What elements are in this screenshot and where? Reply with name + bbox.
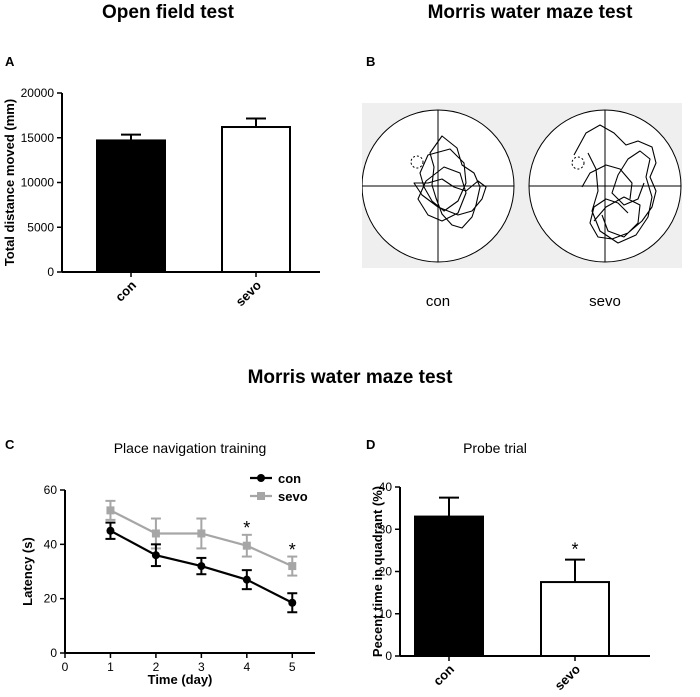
point-con — [106, 526, 115, 535]
x-tick-label: 1 — [107, 660, 114, 674]
y-tick-label: 15000 — [21, 131, 55, 145]
y-tick-label: 10000 — [21, 176, 55, 190]
track-sevo — [528, 109, 682, 263]
x-axis-label: Time (day) — [148, 672, 213, 687]
chart-d-title: Probe trial — [463, 440, 527, 456]
legend-label-sevo: sevo — [278, 489, 308, 504]
panel-label-d: D — [366, 437, 376, 452]
x-tick-label: con — [430, 661, 457, 688]
point-con — [197, 562, 206, 571]
panel-label-a: A — [5, 54, 15, 69]
y-tick-label: 0 — [50, 646, 57, 660]
panel-label-c: C — [5, 437, 15, 452]
x-tick-label: 3 — [198, 660, 205, 674]
y-tick-label: 0 — [47, 265, 54, 279]
x-tick-label: 4 — [243, 660, 250, 674]
open-field-bar-chart: 0 5000 10000 15000 20000 Total distance moved… — [2, 86, 320, 309]
swim-track-panel — [362, 103, 682, 268]
point-con — [288, 598, 297, 607]
place-navigation-line-chart: 0 20 40 60 0 1 2 3 4 5 Time (day) Latency (s) * * con s… — [20, 471, 315, 687]
y-tick-label: 60 — [44, 483, 58, 497]
point-con — [151, 551, 160, 560]
point-con — [242, 575, 251, 584]
morris-water-maze-title-top: Morris water maze test — [427, 2, 633, 23]
panel-label-b: B — [366, 54, 376, 69]
point-sevo — [151, 529, 160, 538]
x-tick-label: 2 — [153, 660, 160, 674]
bar-sevo — [221, 126, 291, 274]
y-tick-label: 20000 — [21, 86, 55, 100]
significance-mark: * — [571, 540, 578, 560]
legend-marker-sevo — [257, 492, 265, 500]
point-sevo — [288, 562, 297, 571]
track-caption-con: con — [425, 293, 451, 310]
y-tick-label: 40 — [44, 537, 58, 551]
x-tick-label: 0 — [62, 660, 69, 674]
bar-sevo — [540, 581, 610, 657]
y-axis-label: Latency (s) — [20, 537, 35, 606]
bar-con — [414, 515, 484, 658]
y-tick-label: 20 — [379, 565, 393, 579]
significance-mark: * — [243, 518, 250, 538]
bar-con — [96, 139, 166, 274]
chart-c-title: Place navigation training — [113, 440, 267, 456]
point-sevo — [197, 529, 206, 538]
x-tick-label: sevo — [552, 661, 584, 693]
y-axis-label: Pecent time in quadrant (%) — [370, 486, 385, 657]
legend-marker-con — [257, 474, 265, 482]
x-tick-label: con — [112, 277, 139, 304]
open-field-title: Open field test — [102, 2, 234, 23]
morris-water-maze-title-bottom: Morris water maze test — [247, 367, 453, 388]
platform-icon — [571, 156, 585, 170]
platform-icon — [410, 155, 424, 169]
y-tick-label: 20 — [44, 592, 58, 606]
y-tick-label: 0 — [385, 649, 392, 663]
point-sevo — [242, 541, 251, 550]
legend-label-con: con — [278, 471, 301, 486]
x-tick-label: 5 — [289, 660, 296, 674]
y-tick-label: 40 — [379, 480, 393, 494]
track-con — [362, 109, 515, 263]
significance-mark: * — [289, 540, 296, 560]
y-axis-label: Total distance moved (mm) — [2, 99, 17, 266]
track-caption-sevo: sevo — [589, 293, 621, 310]
y-tick-label: 30 — [379, 522, 393, 536]
x-tick-label: sevo — [233, 277, 265, 309]
y-tick-label: 5000 — [27, 220, 54, 234]
y-tick-label: 10 — [379, 607, 393, 621]
point-sevo — [106, 506, 115, 515]
